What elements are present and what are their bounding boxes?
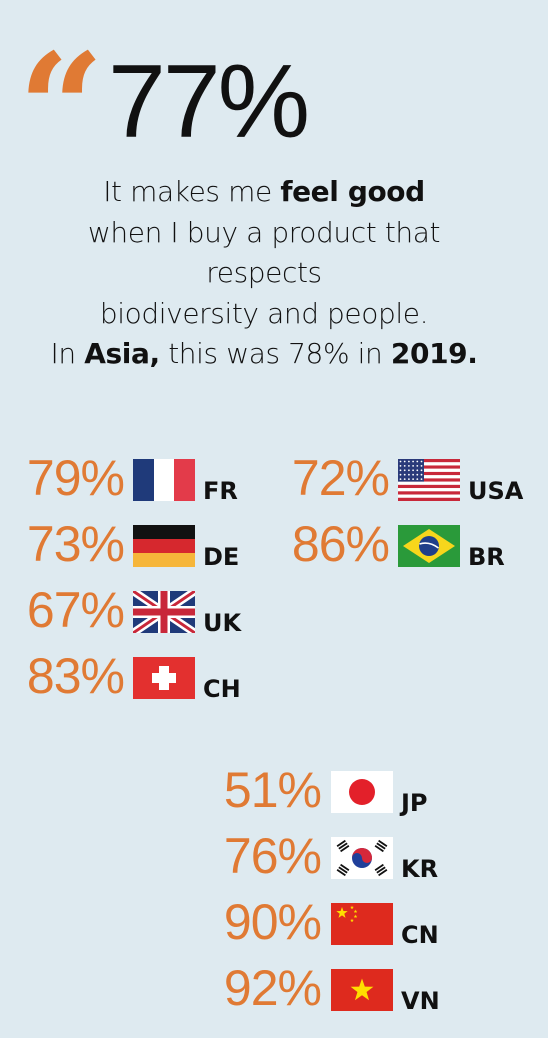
country-code: VN [401, 987, 440, 1015]
country-percentage: 72% [291, 450, 390, 506]
usa-flag-icon [398, 459, 460, 501]
south-korea-flag-icon [331, 837, 393, 879]
statement-text: It makes me feel good when I buy a produ… [0, 172, 528, 375]
germany-flag-icon [133, 525, 195, 567]
country-percentage: 83% [26, 648, 125, 704]
statement-text-span: this was 78% in [159, 337, 391, 370]
country-code: CH [203, 675, 241, 703]
country-percentage: 73% [26, 516, 125, 572]
country-code: KR [401, 855, 439, 883]
japan-flag-icon [331, 771, 393, 813]
statement-emphasis: feel good [280, 175, 425, 208]
statement-line-2: when I buy a product that [87, 215, 441, 249]
china-flag-icon [331, 903, 393, 945]
statement-region: Asia, [84, 337, 160, 370]
vietnam-flag-icon [331, 969, 393, 1011]
country-code: UK [203, 609, 242, 637]
country-code: JP [401, 789, 428, 817]
country-percentage: 76% [223, 828, 322, 884]
country-code: USA [468, 477, 524, 505]
country-code: FR [203, 477, 238, 505]
country-percentage: 86% [291, 516, 390, 572]
uk-flag-icon [133, 591, 195, 633]
country-code: DE [203, 543, 240, 571]
country-percentage: 79% [26, 450, 125, 506]
statement-line-3: respects [206, 256, 322, 289]
quote-mark-icon: “ [18, 21, 104, 197]
statement-year: 2019. [390, 337, 478, 370]
statement-line-5: In Asia, this was 78% in 2019. [0, 334, 528, 375]
statement-line-1: It makes me feel good [0, 172, 528, 213]
statement-line-4: biodiversity and people. [99, 296, 429, 330]
country-percentage: 90% [223, 894, 322, 950]
statement-text-span: It makes me [103, 175, 281, 208]
headline-percentage: 77% [108, 44, 310, 160]
country-percentage: 51% [223, 762, 322, 818]
statement-text-span: In [50, 337, 85, 370]
brazil-flag-icon [398, 525, 460, 567]
country-percentage: 92% [223, 960, 322, 1016]
country-percentage: 67% [26, 582, 125, 638]
france-flag-icon [133, 459, 195, 501]
switzerland-flag-icon [133, 657, 195, 699]
country-code: CN [401, 921, 439, 949]
country-code: BR [468, 543, 505, 571]
